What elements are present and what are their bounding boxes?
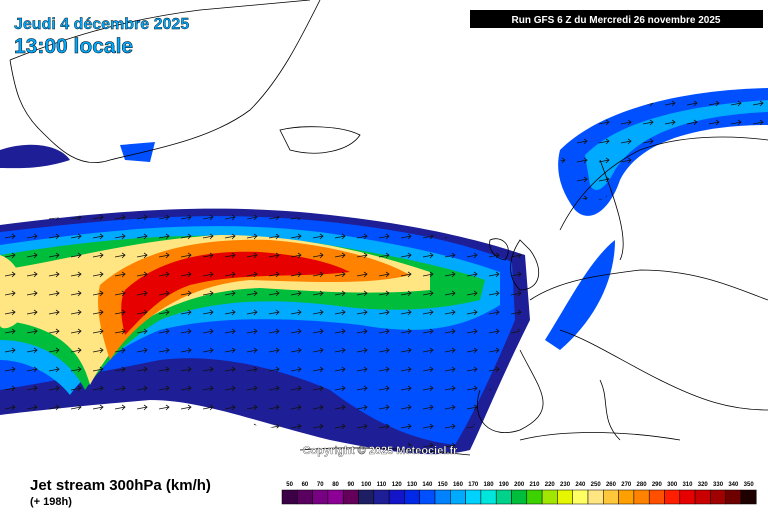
legend-label: 210	[529, 482, 540, 488]
legend-swatch	[404, 489, 420, 505]
forecast-date: Jeudi 4 décembre 2025	[14, 16, 189, 33]
legend-swatch	[618, 489, 635, 505]
legend-label: 100	[361, 482, 372, 488]
legend-swatch	[664, 489, 681, 505]
legend-swatch	[450, 489, 466, 505]
color-legend: 50 60 70 80 90 100 110 120 130 140 150 160 170 180 190…	[281, 482, 757, 505]
legend-swatch	[342, 489, 359, 505]
legend-swatch	[603, 489, 619, 505]
legend-label: 290	[652, 482, 663, 488]
legend-swatch	[419, 489, 436, 505]
legend-swatch	[388, 489, 405, 505]
legend-label: 230	[560, 482, 571, 488]
run-banner	[470, 10, 763, 28]
legend-swatch	[572, 489, 589, 505]
legend-swatch	[710, 489, 726, 505]
legend-label: 180	[484, 482, 495, 488]
legend-label: 350	[744, 482, 755, 488]
legend-swatch	[373, 489, 390, 505]
legend-swatch	[327, 489, 344, 505]
footer-title: Jet stream 300hPa (km/h)	[30, 477, 211, 494]
jet-stream	[0, 88, 768, 455]
legend-label: 310	[682, 482, 693, 488]
copyright: Copyright © 2025 Meteociel.fr	[303, 445, 459, 457]
legend-label: 150	[438, 482, 449, 488]
legend-swatch	[465, 489, 482, 505]
legend-label: 330	[713, 482, 724, 488]
legend-label: 160	[453, 482, 464, 488]
legend-swatch	[725, 489, 742, 505]
legend-swatch	[648, 489, 665, 505]
legend-label: 320	[698, 482, 709, 488]
legend-swatch	[587, 489, 604, 505]
legend-label: 140	[422, 482, 433, 488]
legend-swatch	[633, 489, 650, 505]
lead-time: (+ 198h)	[30, 496, 72, 508]
run-info: Run GFS 6 Z du Mercredi 26 novembre 2025	[512, 15, 721, 26]
legend-label: 60	[302, 482, 309, 488]
legend-label: 70	[317, 482, 324, 488]
legend-swatch	[358, 489, 375, 505]
legend-label: 120	[392, 482, 403, 488]
legend-label: 280	[637, 482, 648, 488]
legend-swatch	[281, 489, 298, 505]
legend-label: 300	[667, 482, 678, 488]
coastlines	[9, 0, 768, 456]
legend-label: 170	[468, 482, 479, 488]
legend-swatch	[511, 489, 528, 505]
legend-label: 50	[286, 482, 293, 488]
legend-label: 240	[575, 482, 586, 488]
legend-label: 270	[621, 482, 632, 488]
legend-label: 190	[499, 482, 510, 488]
legend-swatch	[557, 489, 573, 505]
legend-label: 90	[348, 482, 355, 488]
legend-swatch	[740, 489, 757, 505]
legend-swatch	[526, 489, 543, 505]
legend-swatch	[541, 489, 558, 505]
legend-label: 200	[514, 482, 525, 488]
legend-label: 260	[606, 482, 617, 488]
legend-label: 220	[545, 482, 556, 488]
legend-swatch	[434, 489, 451, 505]
legend-swatch	[679, 489, 696, 505]
legend-label: 250	[591, 482, 602, 488]
legend-label: 110	[377, 482, 387, 488]
legend-swatch	[480, 489, 497, 505]
legend-label: 130	[407, 482, 418, 488]
legend-label: 340	[728, 482, 739, 488]
forecast-time: 13:00 locale	[14, 35, 133, 58]
legend-swatch	[694, 489, 711, 505]
legend-swatch	[495, 489, 512, 505]
legend-swatch	[297, 489, 313, 505]
legend-label: 80	[332, 482, 339, 488]
legend-swatch	[312, 489, 329, 505]
